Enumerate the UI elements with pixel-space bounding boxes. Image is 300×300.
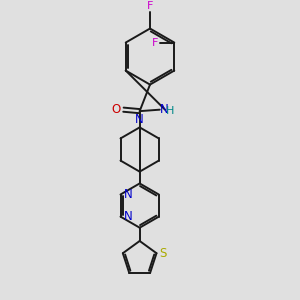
Text: F: F	[152, 38, 159, 47]
Text: N: N	[124, 210, 133, 223]
Text: N: N	[160, 103, 169, 116]
Text: F: F	[147, 2, 153, 11]
Text: N: N	[124, 188, 133, 201]
Text: H: H	[166, 106, 175, 116]
Text: O: O	[111, 103, 121, 116]
Text: S: S	[159, 247, 166, 260]
Text: N: N	[135, 113, 144, 126]
